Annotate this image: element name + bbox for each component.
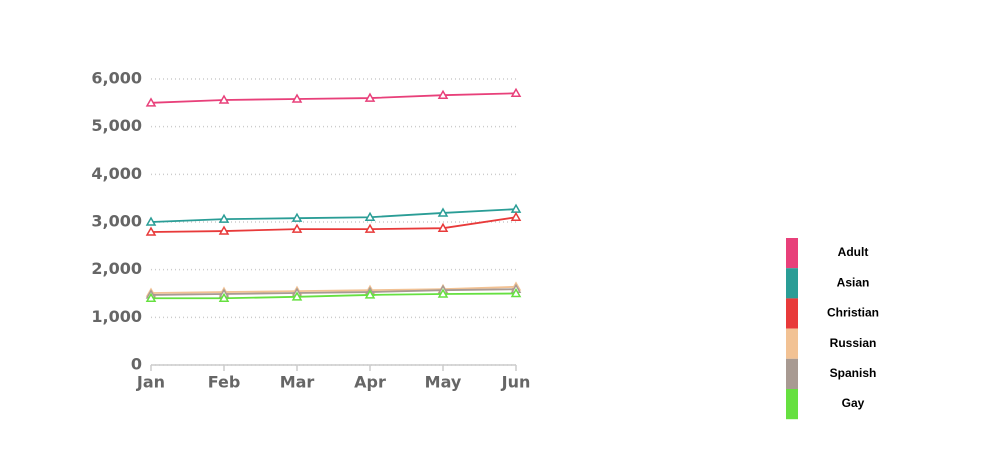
data-point [437,207,449,217]
legend-swatch [786,328,798,359]
data-point [145,292,157,303]
data-point [364,92,376,102]
y-tick-label: 6,000 [91,69,142,88]
legend-label: Russian [830,336,877,350]
data-point [510,211,522,221]
data-point [145,97,157,107]
legend-label: Gay [842,396,865,410]
legend-label: Adult [838,245,869,259]
data-point [437,288,449,298]
data-point [510,287,522,298]
data-point [218,225,230,235]
y-tick-label: 1,000 [91,307,142,326]
y-tick-label: 2,000 [91,259,142,278]
data-point [437,89,449,99]
legend-label: Christian [827,306,879,320]
data-point [218,292,230,303]
data-point [364,223,376,233]
data-point [218,213,230,223]
data-point [291,93,303,103]
series-line [150,92,517,104]
y-tick-label: 0 [131,355,142,374]
data-point [510,203,522,213]
series-line [150,285,517,294]
legend-label: Asian [837,275,870,289]
legend-swatch [786,298,798,329]
data-point [291,223,303,233]
data-point [291,212,303,222]
legend-label: Spanish [830,366,877,380]
data-point [145,226,157,236]
series-line [151,292,517,300]
x-tick-label: Jan [136,373,165,392]
x-tick-label: Jun [501,373,531,392]
y-tick-label: 4,000 [91,164,142,183]
x-tick-label: Mar [280,373,315,392]
series-line [150,216,517,233]
y-tick-label: 5,000 [91,116,142,135]
data-point [437,222,449,232]
y-tick-label: 3,000 [91,212,142,231]
legend-swatch [786,238,798,269]
data-point [364,211,376,221]
legend-swatch [786,268,798,299]
legend-swatch [786,358,798,389]
data-point [218,94,230,104]
legend-swatch [786,389,798,420]
x-tick-label: May [425,373,462,392]
data-point [510,87,522,98]
data-point [291,291,303,301]
series-line [150,288,517,296]
series-line [150,208,517,223]
x-tick-label: Apr [354,373,386,392]
x-tick-label: Feb [208,373,241,392]
data-point [145,216,157,226]
data-point [364,289,376,299]
